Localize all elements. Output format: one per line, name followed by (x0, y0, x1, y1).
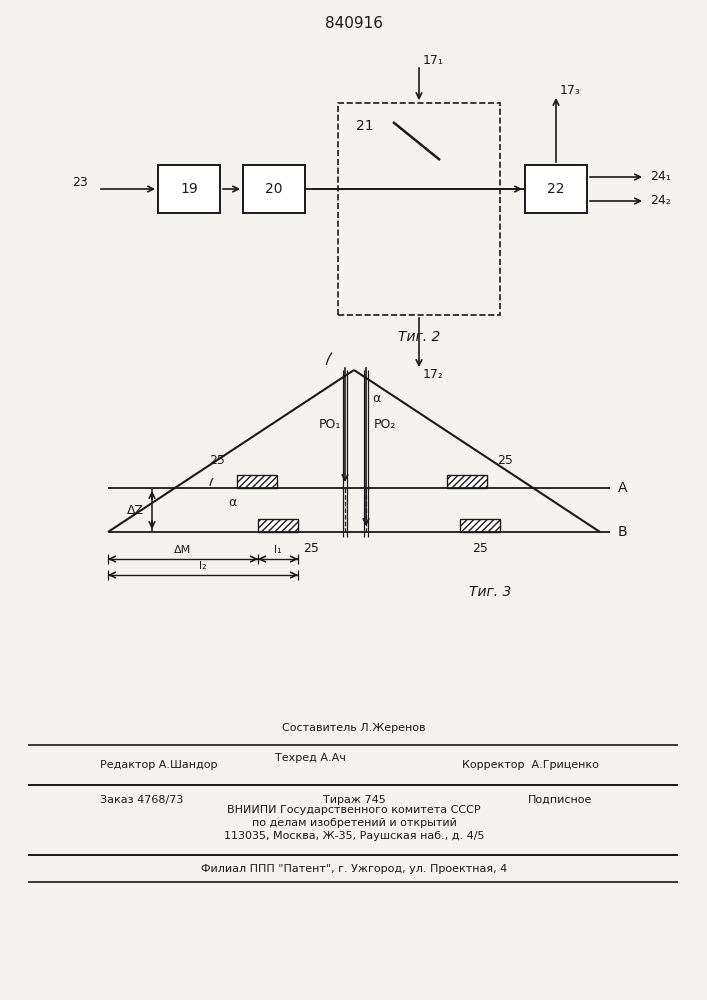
Text: Техред А.Ач: Техред А.Ач (274, 753, 346, 763)
Text: РО₁: РО₁ (319, 418, 341, 432)
Text: ΔM: ΔM (175, 545, 192, 555)
Text: 25: 25 (303, 542, 319, 554)
Text: α: α (372, 391, 380, 404)
Text: 17₃: 17₃ (560, 84, 581, 97)
Text: Редактор А.Шандор: Редактор А.Шандор (100, 760, 218, 770)
Text: 25: 25 (209, 454, 225, 466)
Text: ΔZ: ΔZ (127, 504, 144, 516)
Text: 22: 22 (547, 182, 565, 196)
Text: Составитель Л.Жеренов: Составитель Л.Жеренов (282, 723, 426, 733)
Text: Τиг. 3: Τиг. 3 (469, 585, 511, 599)
Text: Филиал ППП "Патент", г. Ужгород, ул. Проектная, 4: Филиал ППП "Патент", г. Ужгород, ул. Про… (201, 864, 507, 874)
Text: Корректор  А.Гриценко: Корректор А.Гриценко (462, 760, 598, 770)
Text: Заказ 4768/73: Заказ 4768/73 (100, 795, 183, 805)
Text: 24₁: 24₁ (650, 170, 671, 184)
Bar (258, 519, 298, 532)
Text: B: B (618, 525, 628, 539)
Text: 17₁: 17₁ (423, 53, 444, 66)
Text: 113035, Москва, Ж-35, Раушская наб., д. 4/5: 113035, Москва, Ж-35, Раушская наб., д. … (223, 831, 484, 841)
Text: 20: 20 (265, 182, 283, 196)
Text: по делам изобретений и открытий: по делам изобретений и открытий (252, 818, 457, 828)
Text: Τиг. 2: Τиг. 2 (398, 330, 440, 344)
Text: α: α (228, 496, 236, 510)
Bar (237, 475, 277, 488)
Text: 25: 25 (472, 542, 488, 554)
Text: 17₂: 17₂ (423, 368, 444, 381)
Bar (525, 165, 587, 213)
Text: l₂: l₂ (199, 561, 207, 571)
Text: ВНИИПИ Государственного комитета СССР: ВНИИПИ Государственного комитета СССР (227, 805, 481, 815)
Bar (158, 165, 220, 213)
Text: 840916: 840916 (325, 15, 383, 30)
Text: 25: 25 (497, 454, 513, 466)
Text: 21: 21 (356, 119, 373, 133)
Bar (243, 165, 305, 213)
Text: 24₂: 24₂ (650, 194, 671, 208)
Text: РО₂: РО₂ (374, 418, 397, 432)
Bar (447, 475, 487, 488)
Bar (460, 519, 500, 532)
Text: A: A (618, 481, 628, 495)
Bar (338, 103, 500, 315)
Text: 19: 19 (180, 182, 198, 196)
Text: Тираж 745: Тираж 745 (322, 795, 385, 805)
Text: Подписное: Подписное (528, 795, 592, 805)
Text: l₁: l₁ (274, 545, 282, 555)
Text: 23: 23 (72, 176, 88, 188)
